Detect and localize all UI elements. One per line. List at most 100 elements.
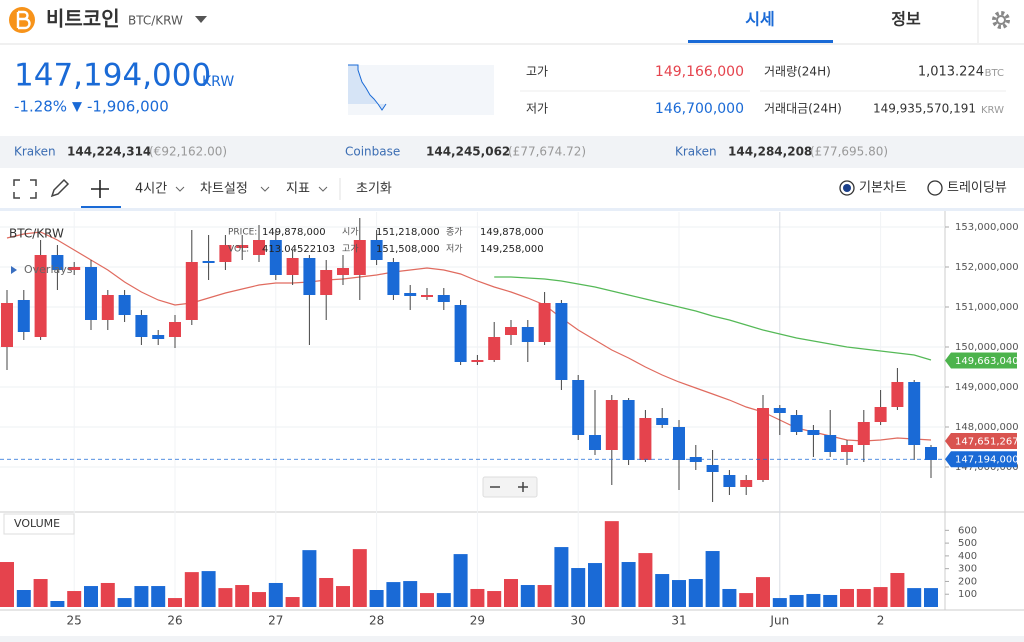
volume-bar — [756, 577, 770, 607]
crosshair-icon[interactable] — [91, 180, 109, 198]
indicators[interactable]: 지표 — [286, 182, 310, 197]
volume-bar — [218, 588, 233, 607]
candle-body — [320, 270, 333, 295]
overlay-caret[interactable] — [11, 266, 17, 274]
y-tick-label: 150,000,000 — [955, 342, 1019, 353]
volume-bar — [823, 594, 838, 607]
tab[interactable]: 정보 — [891, 10, 921, 29]
x-tick-label: 30 — [571, 614, 586, 628]
view-option[interactable]: 기본차트 — [859, 181, 907, 196]
candle-body — [757, 408, 769, 480]
volume-bar — [420, 593, 434, 607]
radio[interactable] — [927, 180, 943, 196]
interval[interactable]: 4시간 — [135, 182, 167, 197]
overlays[interactable]: Overlays — [24, 263, 73, 276]
dropdown-icon[interactable] — [195, 16, 207, 23]
volume-bar — [134, 586, 149, 607]
chart-settings[interactable]: 차트설정 — [200, 182, 248, 197]
draw-icon[interactable] — [50, 178, 70, 198]
y-tick-label: 147,000,000 — [955, 462, 1019, 473]
candle-body — [589, 435, 601, 450]
candle-body — [521, 327, 534, 342]
exchange-bar — [0, 136, 1024, 168]
volume-bar — [302, 550, 317, 607]
candle-body — [437, 295, 450, 302]
volume-bar — [470, 588, 485, 607]
pair: BTC/KRW — [128, 14, 183, 28]
radio[interactable] — [839, 180, 855, 196]
volume-bar — [604, 521, 619, 607]
volume-bar — [67, 591, 82, 607]
volume-title-box — [3, 513, 75, 535]
candle-body — [169, 322, 181, 337]
current-price: 147,194,000 — [14, 58, 211, 94]
tool-underline — [81, 206, 121, 208]
info-label: PRICE: — [228, 228, 257, 238]
stat-label: 거래량(24H) — [764, 65, 831, 79]
volume-tick-label: 600 — [958, 525, 977, 536]
volume-tick-label: 100 — [958, 589, 977, 600]
volume-bar — [588, 563, 602, 607]
candle-body — [236, 245, 249, 248]
volume-bar — [453, 554, 468, 607]
mini-chart-area — [348, 65, 386, 110]
info-value: 413.04522103 — [262, 244, 335, 255]
mini-chart-bg — [348, 65, 494, 115]
change-rate: -1.28% — [14, 98, 67, 116]
candle-body — [454, 305, 467, 362]
candle-body — [857, 422, 870, 445]
tab[interactable]: 시세 — [745, 10, 774, 29]
settings-icon[interactable] — [992, 11, 1010, 29]
volume-bar — [352, 549, 367, 607]
volume-bar — [621, 562, 636, 607]
candle-body — [253, 240, 265, 255]
x-tick-label: 29 — [470, 614, 485, 628]
volume-bar — [84, 586, 98, 607]
x-tick-label: 28 — [369, 614, 384, 628]
exchange-price: 144,224,314 — [67, 145, 151, 159]
volume-tick-label: 500 — [958, 538, 977, 549]
volume-bar — [436, 593, 451, 607]
candle-body — [555, 303, 568, 380]
volume-bar — [369, 590, 384, 607]
chart-title: BTC/KRW — [9, 227, 64, 241]
fullscreen-icon[interactable] — [13, 179, 37, 199]
view-option[interactable]: 트레이딩뷰 — [947, 181, 1007, 196]
candle-body — [706, 465, 719, 472]
price-tag-label: 147,194,000 — [955, 455, 1019, 466]
info-value: 149,878,000 — [262, 227, 326, 238]
divider — [0, 208, 1024, 211]
candle-body — [337, 268, 349, 275]
caret — [318, 186, 328, 192]
candle-body — [605, 400, 618, 450]
volume-bar — [739, 593, 754, 607]
price-tag — [945, 352, 1017, 369]
volume-bar — [268, 582, 283, 607]
zoom-buttons[interactable] — [490, 482, 528, 492]
price-tag-label: 147,651,267 — [955, 436, 1019, 447]
stat-value: 1,013.224 — [918, 65, 984, 80]
candle-body — [723, 475, 736, 487]
exchange-fx: (£77,674.72) — [508, 145, 586, 159]
candle-body — [874, 407, 887, 422]
candle-body — [673, 427, 685, 460]
volume-bar — [655, 574, 670, 607]
candle-body — [269, 240, 282, 275]
volume-bar — [168, 598, 182, 607]
candle-body — [101, 295, 114, 320]
exchanges: Kraken 144,224,314(€92,162.00) Coinbase 144… — [14, 145, 888, 159]
x-tick-label: 25 — [67, 614, 82, 628]
volume-bar — [571, 568, 586, 607]
reset[interactable]: 초기화 — [356, 182, 392, 197]
stat-value: 146,700,000 — [655, 101, 744, 117]
volume-bar — [924, 588, 938, 607]
caret — [260, 186, 270, 192]
candle-body — [471, 360, 484, 362]
candle-body — [908, 382, 921, 445]
candle-body — [85, 267, 97, 320]
volume-bar — [504, 579, 518, 607]
volume-bar — [537, 585, 552, 607]
volume-bar — [520, 585, 535, 607]
